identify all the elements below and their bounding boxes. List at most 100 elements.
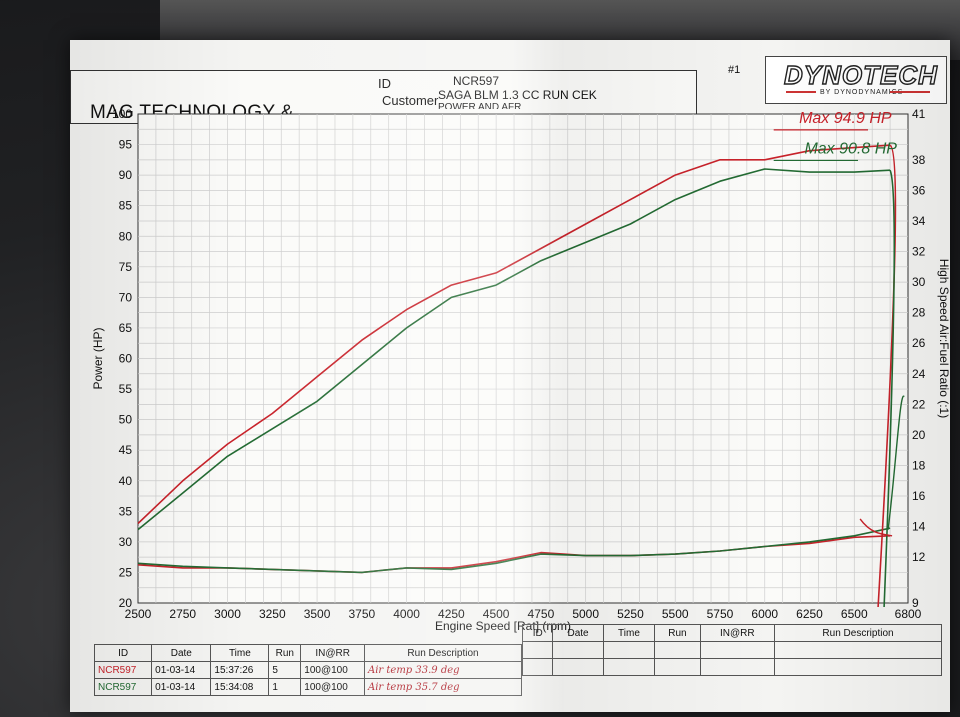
- row-id: NCR597: [93, 661, 153, 679]
- x-tick-label: 5000: [572, 607, 599, 621]
- col-date: Date: [552, 624, 604, 642]
- dynotech-logo: DYNOTECH BY DYNODYNAMICS: [765, 56, 947, 104]
- x-tick-label: 5750: [707, 607, 734, 621]
- run-table: ID Date Time Run IN@RR Run Description N…: [93, 644, 522, 696]
- run-table-right-header: ID Date Time Run IN@RR Run Description: [521, 624, 942, 642]
- customer-value: SAGA BLM 1.3 CC RUN CEK: [438, 88, 597, 102]
- power-line-dropoff-green: [883, 169, 896, 608]
- x-tick-label: 5250: [617, 607, 644, 621]
- row-inrr: 100@100: [300, 661, 365, 679]
- x-tick-label: 5500: [662, 607, 689, 621]
- col-id: ID: [521, 624, 554, 642]
- x-tick-label: 6800: [895, 607, 922, 621]
- x-tick-label: 4000: [393, 607, 420, 621]
- y2-tick-label: 28: [912, 306, 926, 320]
- y-axis-title: Power (HP): [91, 327, 105, 389]
- col-run: Run: [654, 624, 701, 642]
- col-time: Time: [210, 644, 270, 662]
- x-tick-label: 3000: [214, 607, 241, 621]
- max-power-label-green: Max 90.8 HP: [804, 141, 897, 158]
- logo-text: DYNOTECH: [783, 59, 938, 90]
- id-value: NCR597: [453, 74, 500, 88]
- y2-tick-label: 26: [912, 336, 926, 350]
- y-tick-label: 95: [119, 138, 133, 152]
- y-tick-label: 55: [119, 382, 133, 396]
- y-tick-label: 25: [119, 565, 133, 579]
- table-row: NCR597 01-03-14 15:34:08 1 100@100 Air t…: [93, 678, 522, 696]
- row-run: 5: [268, 661, 302, 679]
- y2-tick-label: 34: [912, 214, 926, 228]
- col-id: ID: [93, 644, 153, 662]
- col-description: Run Description: [774, 624, 942, 642]
- y2-tick-label: 16: [912, 489, 926, 503]
- y2-tick-label: 30: [912, 275, 926, 289]
- col-date: Date: [151, 644, 212, 662]
- y2-tick-label: 14: [912, 520, 926, 534]
- x-tick-label: 6500: [841, 607, 868, 621]
- row-description: Air temp 33.9 deg: [364, 661, 522, 679]
- row-time: 15:34:08: [210, 678, 270, 696]
- row-run: 1: [268, 678, 302, 696]
- y-tick-label: 40: [119, 474, 133, 488]
- logo-stripe-right: [890, 91, 930, 93]
- afr-line-3: [137, 527, 891, 574]
- row-date: 01-03-14: [151, 678, 212, 696]
- y2-tick-label: 12: [912, 550, 926, 564]
- power-line-1: [137, 168, 891, 531]
- row-date: 01-03-14: [151, 661, 212, 679]
- max-power-label-red: Max 94.9 HP: [799, 110, 892, 127]
- id-label: ID: [378, 76, 391, 91]
- logo-stripe: [786, 91, 816, 93]
- y2-tick-label: 18: [912, 458, 926, 472]
- y-tick-label: 85: [119, 199, 133, 213]
- y2-tick-label: 41: [912, 107, 926, 121]
- table-row: [521, 658, 942, 676]
- dyno-chart: 2500 2750 3000 3250 3500 3750 4000 4250 4500 4750…: [91, 107, 950, 633]
- y-tick-label: 70: [119, 290, 133, 304]
- y2-tick-label: 24: [912, 367, 926, 381]
- x-tick-label: 2500: [125, 607, 152, 621]
- col-run: Run: [268, 644, 302, 662]
- customer-label: Customer: [382, 93, 439, 108]
- col-inrr: IN@RR: [300, 644, 365, 662]
- afr-spike-green: [887, 395, 905, 530]
- y-tick-label: 20: [119, 596, 133, 610]
- x-tick-label: 2750: [169, 607, 196, 621]
- y-tick-label: 45: [119, 443, 133, 457]
- col-inrr: IN@RR: [699, 624, 776, 642]
- y2-tick-label: 38: [912, 153, 926, 167]
- y-tick-label: 90: [119, 168, 133, 182]
- run-table-header: ID Date Time Run IN@RR Run Description: [93, 644, 522, 662]
- x-tick-label: 3500: [304, 607, 331, 621]
- col-time: Time: [602, 624, 656, 642]
- y-tick-label: 30: [119, 535, 133, 549]
- row-inrr: 100@100: [300, 678, 365, 696]
- power-line-0: [137, 144, 891, 525]
- row-time: 15:37:26: [210, 661, 270, 679]
- table-row: NCR597 01-03-14 15:37:26 5 100@100 Air t…: [93, 661, 522, 679]
- dyno-sheet: ID NCR597 Customer SAGA BLM 1.3 CC RUN C…: [70, 40, 950, 712]
- x-tick-label: 4250: [438, 607, 465, 621]
- y-tick-label: 50: [119, 413, 133, 427]
- x-tick-label: 3750: [348, 607, 375, 621]
- y2-tick-label: 32: [912, 245, 926, 259]
- y-tick-label: 35: [119, 504, 133, 518]
- x-tick-label: 6250: [796, 607, 823, 621]
- y-tick-label: 100: [112, 107, 132, 121]
- y-tick-label: 80: [119, 229, 133, 243]
- afr-spike-red: [859, 518, 893, 537]
- table-row: [521, 641, 942, 659]
- x-tick-label: 3250: [259, 607, 286, 621]
- customer-line2: POWER AND AFR: [438, 102, 522, 109]
- page-number: #1: [728, 64, 741, 76]
- row-id: NCR597: [93, 678, 153, 696]
- y2-axis-title: High Speed Air:Fuel Ratio (:1): [937, 259, 950, 418]
- y-tick-label: 60: [119, 352, 133, 366]
- y-tick-label: 65: [119, 321, 133, 335]
- run-table-right: ID Date Time Run IN@RR Run Description: [521, 624, 942, 676]
- col-description: Run Description: [364, 644, 522, 662]
- y2-tick-label: 20: [912, 428, 926, 442]
- y2-tick-label: 36: [912, 183, 926, 197]
- x-tick-label: 6000: [751, 607, 778, 621]
- y2-tick-label: 9: [912, 596, 919, 610]
